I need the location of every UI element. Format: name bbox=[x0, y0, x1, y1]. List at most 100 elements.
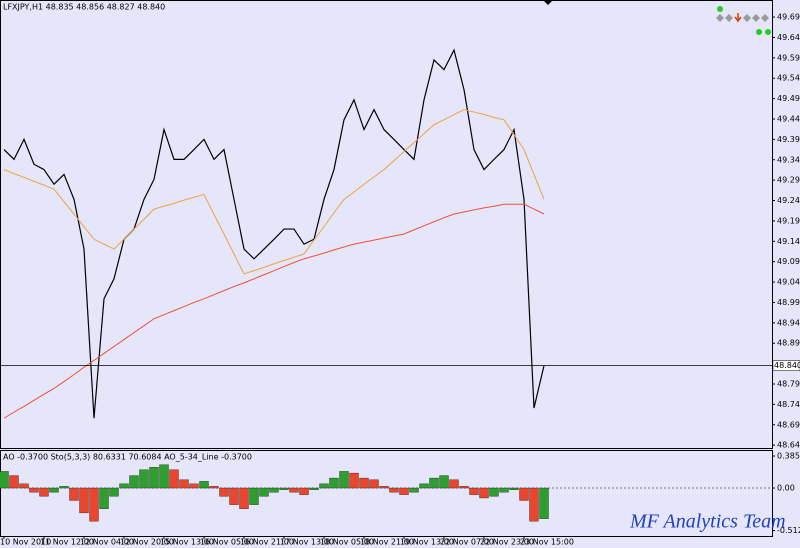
ao-bar bbox=[99, 487, 109, 509]
ao-bar bbox=[159, 464, 169, 489]
y-tick-label: 48.795 bbox=[777, 379, 800, 388]
price-line bbox=[3, 109, 545, 275]
ao-bar bbox=[139, 469, 149, 489]
watermark: MF Analytics Team bbox=[629, 511, 786, 533]
x-tick-label: 10 Nov 2010 bbox=[0, 538, 51, 547]
ao-bar bbox=[329, 477, 339, 489]
ao-bar bbox=[299, 487, 309, 495]
ao-bar bbox=[379, 486, 389, 489]
ao-bar bbox=[479, 487, 489, 499]
ao-bar bbox=[469, 487, 479, 495]
y-tick-label: 49.145 bbox=[777, 237, 800, 246]
ao-bar bbox=[19, 483, 29, 489]
main-panel bbox=[0, 0, 773, 449]
ao-bar bbox=[239, 487, 249, 509]
ao-bar bbox=[59, 486, 69, 489]
price-line bbox=[3, 203, 545, 419]
ao-bar bbox=[39, 487, 49, 497]
y-tick-label: 49.395 bbox=[777, 135, 800, 144]
main-title: LFXJPY,H1 48.835 48.856 48.827 48.840 bbox=[3, 3, 165, 12]
ao-bar bbox=[269, 487, 279, 493]
y-tick-label: 48.695 bbox=[777, 420, 800, 429]
y-tick-label: -0.512 bbox=[777, 526, 800, 535]
x-tick-label: 11 Nov 12:00 bbox=[40, 538, 94, 547]
x-tick-label: 17 Nov 13:00 bbox=[280, 538, 334, 547]
ao-bar bbox=[509, 487, 519, 490]
y-tick-label: 49.445 bbox=[777, 115, 800, 124]
y-tick-label: 49.645 bbox=[777, 33, 800, 42]
ao-bar bbox=[279, 487, 289, 490]
last-price-box bbox=[772, 360, 800, 371]
oscillator-panel bbox=[0, 450, 773, 537]
ao-bar bbox=[499, 487, 509, 493]
ao-bar bbox=[119, 483, 129, 489]
y-tick-label: 49.595 bbox=[777, 53, 800, 62]
ao-bar bbox=[429, 477, 439, 489]
ao-bar bbox=[149, 467, 159, 489]
ao-bar bbox=[49, 487, 59, 493]
ao-bar bbox=[169, 469, 179, 489]
y-tick-label: 0.3854 bbox=[777, 452, 800, 461]
y-tick-label: 49.345 bbox=[777, 155, 800, 164]
y-tick-label: 49.495 bbox=[777, 94, 800, 103]
ao-bar bbox=[199, 481, 209, 489]
ao-bar bbox=[439, 475, 449, 489]
x-tick-label: 18 Nov 21:00 bbox=[360, 538, 414, 547]
x-tick-label: 18 Nov 05:00 bbox=[320, 538, 374, 547]
scroll-marker bbox=[544, 0, 552, 5]
ao-bar bbox=[449, 479, 459, 489]
ao-bar bbox=[459, 486, 469, 489]
ao-bar bbox=[179, 479, 189, 489]
x-tick-label: 12 Nov 04:00 bbox=[80, 538, 134, 547]
x-tick-label: 22 Nov 07:00 bbox=[440, 538, 494, 547]
ao-bar bbox=[409, 487, 419, 493]
ao-bar bbox=[259, 487, 269, 497]
ao-bar bbox=[539, 487, 549, 519]
ao-bar bbox=[369, 479, 379, 489]
ao-bar bbox=[209, 486, 219, 489]
ao-bar bbox=[249, 487, 259, 505]
ao-bar bbox=[89, 487, 99, 522]
ao-bar bbox=[399, 487, 409, 495]
y-tick-label: 49.095 bbox=[777, 257, 800, 266]
ao-bar bbox=[489, 487, 499, 497]
ao-bar bbox=[319, 483, 329, 489]
ao-bar bbox=[519, 487, 529, 501]
ao-bar bbox=[219, 487, 229, 497]
y-tick-label: 49.545 bbox=[777, 74, 800, 83]
y-tick-label: 49.695 bbox=[777, 13, 800, 22]
x-tick-label: 16 Nov 21:00 bbox=[240, 538, 294, 547]
ao-bar bbox=[289, 487, 299, 493]
y-tick-label: 48.745 bbox=[777, 400, 800, 409]
x-tick-label: 22 Nov 23:00 bbox=[480, 538, 534, 547]
ao-bar bbox=[359, 477, 369, 489]
last-price-label: 48.840 bbox=[774, 361, 800, 370]
oscillator-title: AO -0.3700 Sto(5,3,3) 80.6331 70.6084 AO… bbox=[3, 453, 252, 462]
price-line bbox=[3, 48, 545, 419]
ao-bar bbox=[189, 483, 199, 489]
ao-bar bbox=[69, 487, 79, 501]
ao-bar bbox=[109, 487, 119, 497]
y-tick-label: 0.00 bbox=[777, 484, 795, 493]
ao-bar bbox=[529, 487, 539, 522]
y-tick-label: 48.645 bbox=[777, 441, 800, 450]
y-tick-label: 48.895 bbox=[777, 339, 800, 348]
y-tick-label: 49.045 bbox=[777, 278, 800, 287]
y-tick-label: 48.995 bbox=[777, 298, 800, 307]
x-tick-label: 15 Nov 13:00 bbox=[160, 538, 214, 547]
x-tick-label: 12 Nov 20:00 bbox=[120, 538, 174, 547]
ao-bar bbox=[339, 471, 349, 489]
signal-icons bbox=[716, 6, 771, 35]
ao-bar bbox=[229, 487, 239, 505]
x-tick-label: 23 Nov 15:00 bbox=[520, 538, 574, 547]
x-tick-label: 19 Nov 13:00 bbox=[400, 538, 454, 547]
ao-bar bbox=[79, 487, 89, 514]
ao-bar bbox=[389, 487, 399, 493]
ao-bar bbox=[9, 475, 19, 489]
y-tick-label: 48.945 bbox=[777, 318, 800, 327]
y-tick-label: 49.245 bbox=[777, 196, 800, 205]
x-tick-label: 16 Nov 05:00 bbox=[200, 538, 254, 547]
